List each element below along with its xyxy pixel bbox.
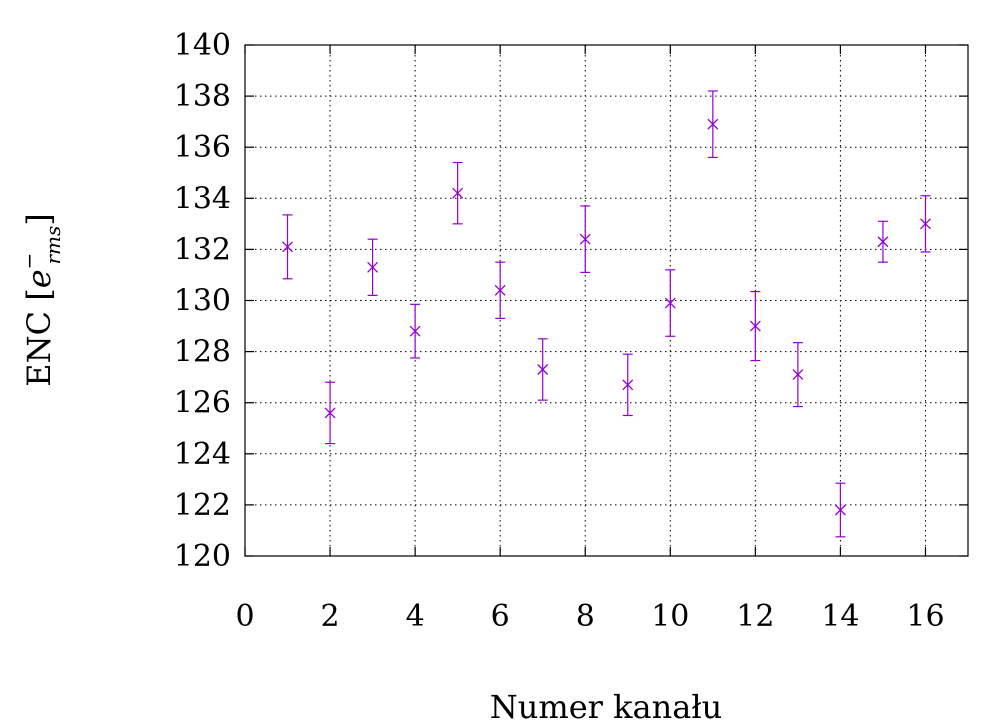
y-tick-label: 138 — [174, 79, 231, 114]
data-point — [282, 214, 293, 280]
point-marker — [792, 369, 804, 381]
data-point — [834, 482, 846, 538]
y-tick-label: 120 — [174, 539, 231, 574]
data-point — [749, 290, 761, 362]
point-marker — [324, 407, 336, 419]
y-tick-label: 128 — [174, 335, 231, 370]
y-axis-label-base: e — [20, 269, 58, 288]
y-axis-label: ENC [e−rms] — [17, 213, 65, 386]
plot-frame — [244, 44, 969, 557]
point-marker — [452, 187, 464, 199]
point-marker — [282, 241, 293, 253]
y-tick-label: 122 — [174, 488, 231, 523]
data-point — [877, 220, 889, 263]
x-tick-label: 0 — [235, 599, 254, 634]
point-marker — [409, 325, 421, 337]
data-point — [622, 353, 634, 417]
data-point — [409, 303, 421, 359]
x-tick-label: 12 — [736, 599, 774, 634]
point-marker — [537, 364, 549, 375]
data-point — [367, 238, 379, 296]
point-marker — [834, 504, 846, 516]
x-tick-label: 16 — [906, 599, 944, 634]
y-tick-label: 130 — [174, 284, 231, 319]
data-point — [664, 269, 676, 337]
x-tick-label: 10 — [651, 599, 689, 634]
data-point — [579, 205, 591, 273]
data-point — [324, 381, 336, 445]
x-tick-label: 4 — [406, 599, 425, 634]
x-tick-label: 8 — [576, 599, 595, 634]
y-axis-label-main: ENC [ — [20, 288, 58, 387]
x-tick-label: 2 — [321, 599, 340, 634]
data-point — [707, 90, 719, 159]
point-marker — [877, 236, 889, 248]
y-tick-labels: 120 122 124 126 128 130 132 134 136 138 140 — [174, 28, 231, 574]
point-marker — [749, 320, 761, 332]
y-tick-label: 140 — [174, 28, 231, 63]
data-point — [792, 342, 804, 408]
y-tick-label: 126 — [174, 386, 231, 421]
point-marker — [367, 261, 379, 273]
data-point — [452, 161, 464, 225]
data-points — [282, 90, 931, 538]
point-marker — [494, 284, 506, 296]
data-point — [920, 195, 931, 253]
y-axis-label-close: ] — [20, 213, 58, 225]
x-axis-label: Numer kanału — [490, 688, 723, 725]
point-marker — [664, 297, 676, 309]
y-tick-label: 124 — [174, 437, 231, 472]
x-tick-labels: 0 2 4 6 8 10 12 14 16 — [235, 599, 944, 634]
data-point — [537, 338, 549, 401]
x-tick-label: 6 — [491, 599, 510, 634]
point-marker — [579, 233, 591, 245]
data-point — [494, 261, 506, 319]
point-marker — [622, 379, 634, 391]
point-marker — [707, 118, 719, 130]
grid-lines — [245, 45, 968, 556]
y-tick-label: 136 — [174, 130, 231, 165]
x-tick-label: 14 — [821, 599, 859, 634]
y-axis-label-sub: rms — [41, 226, 65, 265]
y-axis-label-sup: − — [17, 253, 41, 270]
y-tick-label: 134 — [174, 181, 231, 216]
y-tick-label: 132 — [174, 232, 231, 267]
point-marker — [920, 218, 931, 230]
